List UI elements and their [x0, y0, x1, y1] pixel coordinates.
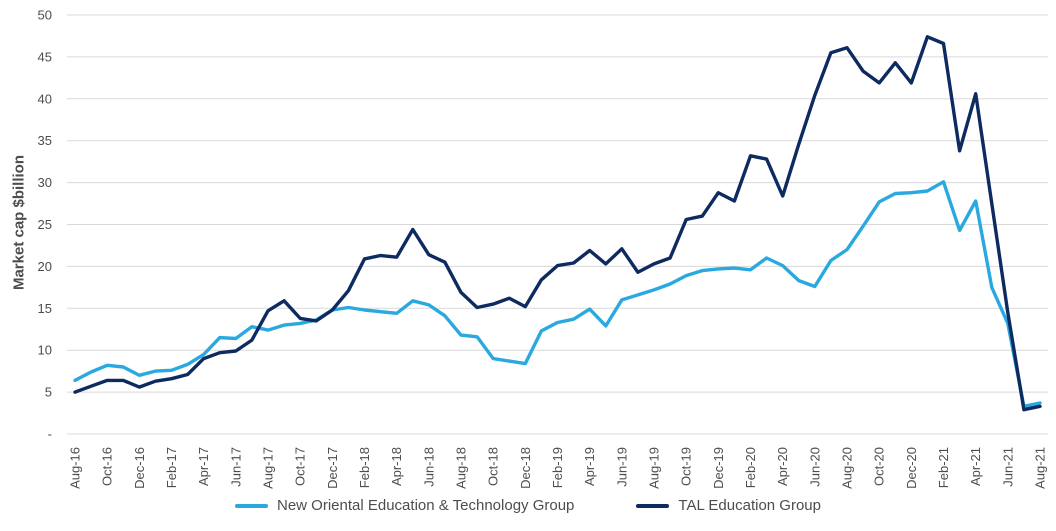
x-tick-label: Dec-19: [711, 447, 726, 489]
series-line-tal: [73, 35, 1042, 412]
x-tick-label: Aug-20: [840, 447, 855, 489]
legend: New Oriental Education & Technology Grou…: [0, 497, 1056, 514]
x-tick-label: Feb-17: [164, 447, 179, 488]
y-tick-label: 5: [45, 385, 52, 400]
y-tick-label: 10: [38, 343, 52, 358]
legend-swatch-new-oriental-icon: [235, 503, 268, 508]
x-tick-label: Jun-20: [807, 447, 822, 487]
x-tick-label: Jun-19: [614, 447, 629, 487]
x-tick-label: Apr-17: [196, 447, 211, 486]
y-tick-label: 45: [38, 49, 52, 64]
y-tick-label: 25: [38, 217, 52, 232]
x-tick-label: Dec-16: [132, 447, 147, 489]
x-tick-label: Aug-17: [261, 447, 276, 489]
x-tick-label: Dec-18: [518, 447, 533, 489]
x-tick-label: Jun-17: [228, 447, 243, 487]
y-tick-label: 35: [38, 133, 52, 148]
y-tick-label: 15: [38, 301, 52, 316]
x-tick-label: Dec-20: [904, 447, 919, 489]
legend-label-tal: TAL Education Group: [678, 497, 821, 514]
x-tick-label: Apr-19: [582, 447, 597, 486]
y-tick-label: -: [48, 427, 52, 442]
x-tick-label: Aug-19: [647, 447, 662, 489]
x-tick-label: Aug-18: [454, 447, 469, 489]
y-tick-label: 20: [38, 259, 52, 274]
legend-item-tal: TAL Education Group: [636, 497, 821, 514]
y-tick-label: 30: [38, 175, 52, 190]
x-tick-label: Apr-18: [389, 447, 404, 486]
x-tick-label: Dec-17: [325, 447, 340, 489]
x-tick-label: Feb-18: [357, 447, 372, 488]
y-axis-title: Market cap $billion: [10, 154, 28, 291]
x-tick-label: Oct-19: [679, 447, 694, 486]
legend-item-new-oriental: New Oriental Education & Technology Grou…: [235, 497, 574, 514]
x-tick-label: Feb-20: [743, 447, 758, 488]
y-tick-label: 40: [38, 91, 52, 106]
x-tick-label: Feb-21: [936, 447, 951, 488]
legend-swatch-tal-icon: [636, 503, 670, 508]
x-tick-label: Aug-16: [68, 447, 83, 489]
x-tick-label: Oct-20: [872, 447, 887, 486]
x-tick-label: Oct-16: [100, 447, 115, 486]
x-tick-label: Feb-19: [550, 447, 565, 488]
series-line-new-oriental: [73, 180, 1042, 408]
x-tick-label: Apr-20: [775, 447, 790, 486]
x-tick-label: Jun-21: [1000, 447, 1015, 487]
x-tick-label: Aug-21: [1033, 447, 1048, 489]
legend-label-new-oriental: New Oriental Education & Technology Grou…: [277, 497, 575, 514]
x-tick-label: Oct-17: [293, 447, 308, 486]
x-tick-label: Apr-21: [968, 447, 983, 486]
x-tick-label: Jun-18: [421, 447, 436, 487]
y-tick-label: 50: [38, 8, 52, 23]
x-tick-label: Oct-18: [486, 447, 501, 486]
